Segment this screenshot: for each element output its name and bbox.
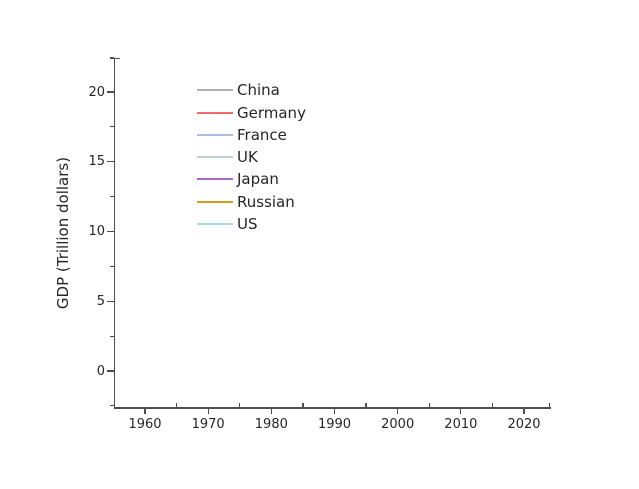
legend-item: Japan: [197, 168, 279, 190]
x-minor-tick: [175, 403, 178, 410]
y-major-tick: [107, 370, 114, 372]
x-tick-label: 1970: [191, 417, 225, 432]
x-major-tick: [460, 408, 462, 414]
legend-label: France: [237, 125, 287, 144]
y-tick-label: 0: [96, 363, 105, 379]
y-tick-label: 20: [88, 84, 105, 100]
x-minor-tick: [491, 403, 494, 410]
x-major-tick: [207, 408, 209, 414]
y-minor-tick: [109, 265, 114, 267]
legend-item: US: [197, 213, 258, 235]
legend-label: US: [237, 214, 258, 233]
y-major-tick: [107, 300, 114, 302]
x-tick-label: 2020: [507, 417, 541, 432]
x-major-tick: [270, 408, 272, 414]
x-tick-label: 1960: [128, 417, 162, 432]
legend-line-swatch: [197, 89, 233, 92]
y-tick-label: 15: [88, 154, 105, 170]
legend-label: Germany: [237, 103, 306, 122]
x-tick-label: 1990: [317, 417, 352, 432]
y-axis-endcap: [115, 57, 120, 59]
legend-item: UK: [197, 146, 258, 168]
x-major-tick: [333, 408, 336, 414]
legend-label: Russian: [237, 192, 295, 211]
x-axis-endcap: [549, 403, 551, 409]
legend-line-swatch: [197, 111, 233, 114]
legend-item: Germany: [197, 102, 306, 124]
legend-label: Japan: [237, 170, 279, 189]
x-tick-label: 2010: [444, 417, 478, 432]
x-minor-tick: [302, 403, 304, 410]
legend-item: China: [197, 79, 280, 101]
legend-line-swatch: [197, 133, 233, 136]
y-tick-label: 5: [96, 293, 105, 309]
legend-line-swatch: [197, 200, 233, 203]
legend-line-swatch: [197, 178, 233, 181]
x-tick-label: 1980: [254, 417, 288, 432]
legend-line-swatch: [197, 156, 233, 159]
y-major-tick: [107, 91, 114, 93]
x-major-tick: [397, 408, 399, 414]
y-minor-tick: [109, 335, 114, 337]
y-minor-tick: [109, 405, 114, 407]
x-major-tick: [523, 408, 525, 414]
y-minor-tick: [109, 196, 114, 198]
x-major-tick: [144, 408, 146, 414]
y-axis-line: [113, 58, 115, 409]
x-minor-tick: [239, 403, 241, 410]
y-tick-label: 10: [88, 224, 105, 239]
legend-label: UK: [237, 148, 258, 167]
y-minor-tick: [109, 126, 114, 128]
legend-item: Russian: [197, 191, 295, 213]
y-minor-tick: [109, 57, 114, 59]
y-major-tick: [107, 230, 114, 233]
legend-label: China: [237, 81, 280, 100]
legend-item: France: [197, 124, 287, 146]
x-minor-tick: [365, 403, 367, 410]
x-minor-tick: [428, 403, 430, 410]
legend-line-swatch: [197, 222, 233, 225]
y-major-tick: [107, 161, 114, 163]
x-tick-label: 2000: [381, 417, 415, 432]
x-axis-line: [113, 407, 551, 409]
